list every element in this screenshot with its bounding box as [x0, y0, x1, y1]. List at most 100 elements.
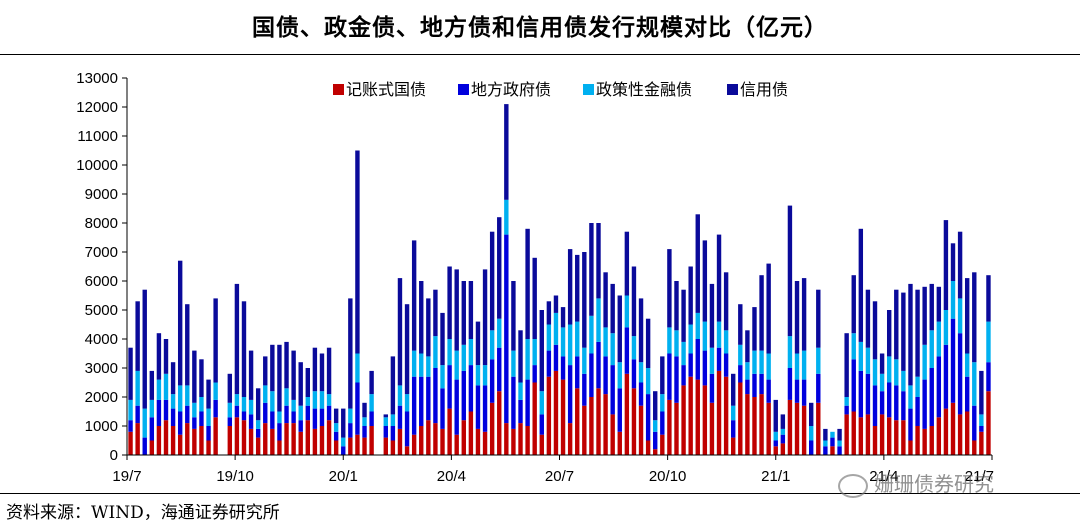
bar-segment-s1-p97 — [816, 373, 821, 403]
bar-segment-s3-p22 — [284, 341, 289, 389]
bar-segment-s3-p69 — [617, 295, 622, 363]
bar-segment-s3-p76 — [667, 249, 672, 328]
bar-segment-s0-p59 — [546, 376, 552, 455]
bar-segment-s1-p48 — [468, 365, 474, 412]
bar-segment-s3-p41 — [419, 281, 424, 354]
bar-segment-s0-p38 — [397, 428, 403, 455]
bar-segment-s3-p33 — [362, 402, 367, 418]
bar-segment-s2-p59 — [546, 324, 552, 351]
bar-segment-s3-p97 — [816, 289, 821, 348]
bar-segment-s0-p118 — [964, 411, 970, 455]
bar-segment-s2-p12 — [213, 382, 218, 400]
bar-segment-s3-p54 — [511, 281, 516, 351]
bar-segment-s2-p40 — [411, 350, 417, 377]
bar-segment-s0-p68 — [610, 414, 615, 455]
bar-segment-s0-p0 — [128, 431, 133, 455]
bar-segment-s2-p58 — [539, 391, 544, 415]
bar-segment-s0-p62 — [567, 423, 573, 455]
bar-segment-s2-p103 — [858, 341, 864, 371]
bar-segment-s0-p58 — [539, 434, 544, 455]
y-tick-label-2: 2000 — [85, 389, 118, 406]
stacked-bar-chart: 记账式国债 地方政府债 政策性金融债 信用债 0 1000 2000 3000 4000 500… — [76, 70, 994, 485]
bar-segment-s1-p69 — [617, 388, 622, 432]
bar-segment-s2-p94 — [794, 353, 800, 380]
bar-segment-s2-p14 — [227, 402, 233, 418]
bar-segment-s1-p59 — [546, 350, 552, 377]
bar-segment-s1-p25 — [305, 405, 310, 421]
bar-segment-s2-p66 — [596, 298, 601, 342]
bar-segment-s3-p74 — [653, 391, 658, 421]
bar-segment-s1-p120 — [979, 426, 984, 432]
bar-segment-s3-p58 — [539, 310, 544, 392]
x-tick-label-5: 20/10 — [649, 468, 687, 485]
bar-segment-s3-p86 — [738, 304, 743, 345]
bar-segment-s0-p69 — [617, 431, 622, 455]
bar-segment-s2-p23 — [291, 399, 296, 412]
bar-segment-s3-p96 — [809, 402, 814, 426]
y-tick-label-3: 3000 — [85, 360, 118, 377]
bar-segment-s0-p51 — [489, 402, 495, 455]
bar-segment-s3-p24 — [298, 362, 303, 406]
bar-segment-s3-p81 — [702, 240, 708, 322]
axes: 0 1000 2000 3000 4000 5000 6000 7000 8000 9000 100… — [76, 70, 994, 485]
bar-segment-s1-p101 — [844, 405, 849, 415]
bar-segment-s0-p73 — [645, 440, 651, 455]
bar-segment-s2-p73 — [645, 368, 651, 395]
bar-segment-s1-p27 — [319, 408, 325, 426]
bar-segment-s0-p40 — [411, 434, 417, 455]
bar-segment-s1-p64 — [582, 373, 587, 406]
bar-segment-s1-p5 — [163, 399, 169, 421]
watermark: 姗珊债券研究 — [838, 468, 994, 498]
bar-segment-s2-p55 — [518, 382, 523, 400]
bar-segment-s0-p12 — [213, 417, 218, 455]
bar-segment-s2-p60 — [553, 312, 559, 345]
bar-segment-s0-p55 — [518, 423, 523, 455]
bar-segment-s1-p104 — [865, 373, 871, 415]
bar-segment-s1-p1 — [135, 405, 140, 424]
bar-segment-s0-p25 — [305, 420, 310, 455]
bar-segment-s3-p11 — [206, 379, 211, 409]
bar-segment-s2-p43 — [433, 336, 438, 368]
legend-label-1: 地方政府债 — [471, 80, 551, 99]
wechat-icon — [838, 473, 868, 498]
bar-segment-s2-p27 — [319, 391, 325, 409]
bar-segment-s3-p87 — [745, 330, 750, 363]
bar-segment-s3-p6 — [170, 362, 176, 395]
bar-segment-s3-p98 — [823, 428, 828, 441]
legend-swatch-0 — [333, 84, 344, 95]
bar-segment-s3-p18 — [255, 388, 261, 421]
watermark-text: 姗珊债券研究 — [874, 472, 994, 496]
bar-segment-s1-p2 — [142, 437, 147, 455]
bar-segment-s0-p65 — [589, 397, 594, 455]
bar-segment-s1-p58 — [539, 414, 544, 435]
bar-segment-s2-p93 — [787, 336, 793, 368]
bar-segment-s1-p41 — [419, 376, 424, 426]
bar-segment-s3-p62 — [567, 249, 573, 325]
bar-segment-s2-p4 — [156, 379, 162, 400]
y-tick-label-10: 10000 — [76, 157, 118, 174]
bar-segment-s1-p56 — [525, 379, 530, 426]
bar-segment-s1-p18 — [255, 428, 261, 438]
bar-segment-s3-p94 — [794, 281, 800, 354]
bar-segment-s0-p6 — [170, 426, 176, 455]
bar-segment-s0-p70 — [624, 373, 630, 455]
bar-segment-s0-p39 — [404, 446, 410, 455]
bar-segment-s2-p16 — [241, 397, 247, 412]
bar-segment-s0-p67 — [603, 394, 608, 455]
bar-segment-s0-p11 — [206, 440, 211, 455]
bar-segment-s1-p4 — [156, 399, 162, 426]
bar-segment-s0-p113 — [929, 426, 934, 455]
bar-segment-s1-p47 — [461, 370, 466, 421]
bar-segment-s0-p48 — [468, 411, 474, 455]
bar-segment-s2-p36 — [383, 417, 388, 426]
bar-segment-s1-p105 — [872, 385, 878, 426]
bar-segment-s3-p21 — [277, 344, 282, 412]
bar-segment-s1-p92 — [780, 434, 786, 444]
bar-segment-s2-p17 — [248, 399, 254, 415]
bar-segment-s3-p119 — [972, 272, 977, 363]
bar-segment-s2-p64 — [582, 347, 587, 374]
bar-segment-s0-p72 — [638, 405, 644, 455]
bar-segment-s0-p93 — [787, 399, 793, 455]
bar-segment-s2-p62 — [567, 324, 573, 366]
bar-segment-s0-p24 — [298, 431, 303, 455]
